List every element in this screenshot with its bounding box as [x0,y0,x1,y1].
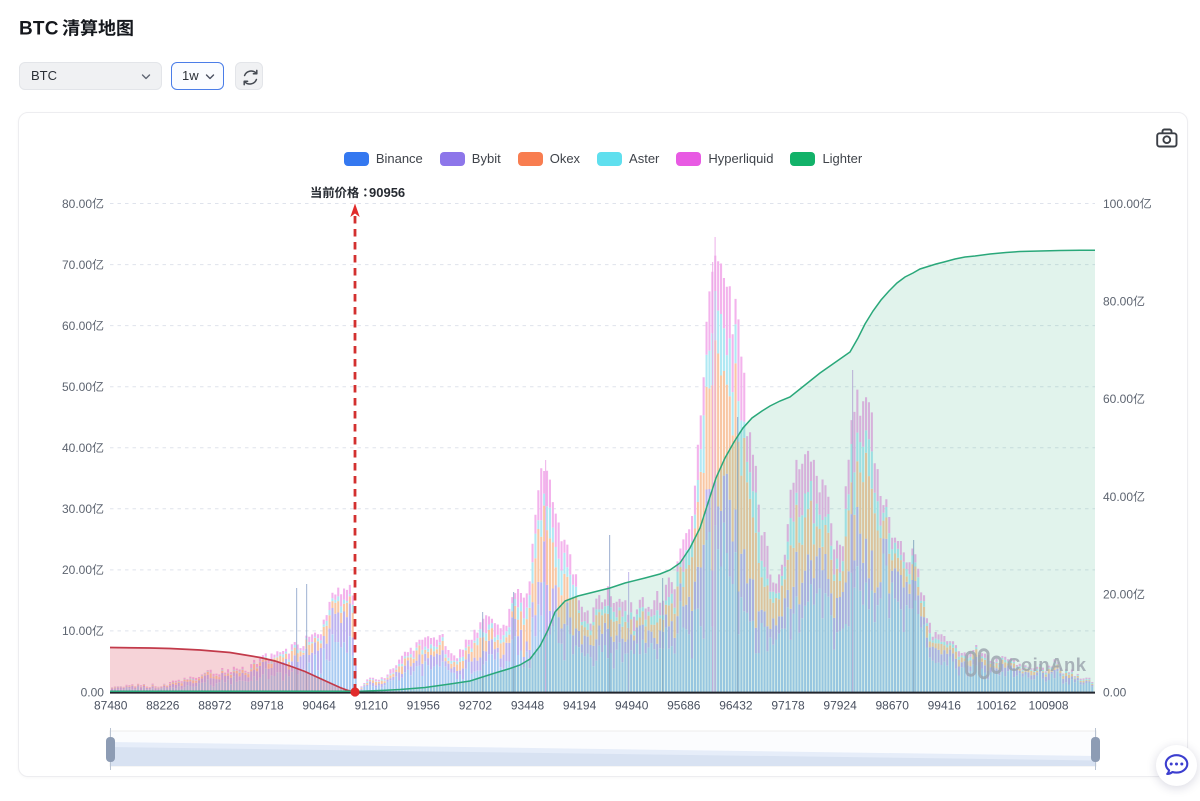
svg-text:BTC: BTC [19,19,59,40]
